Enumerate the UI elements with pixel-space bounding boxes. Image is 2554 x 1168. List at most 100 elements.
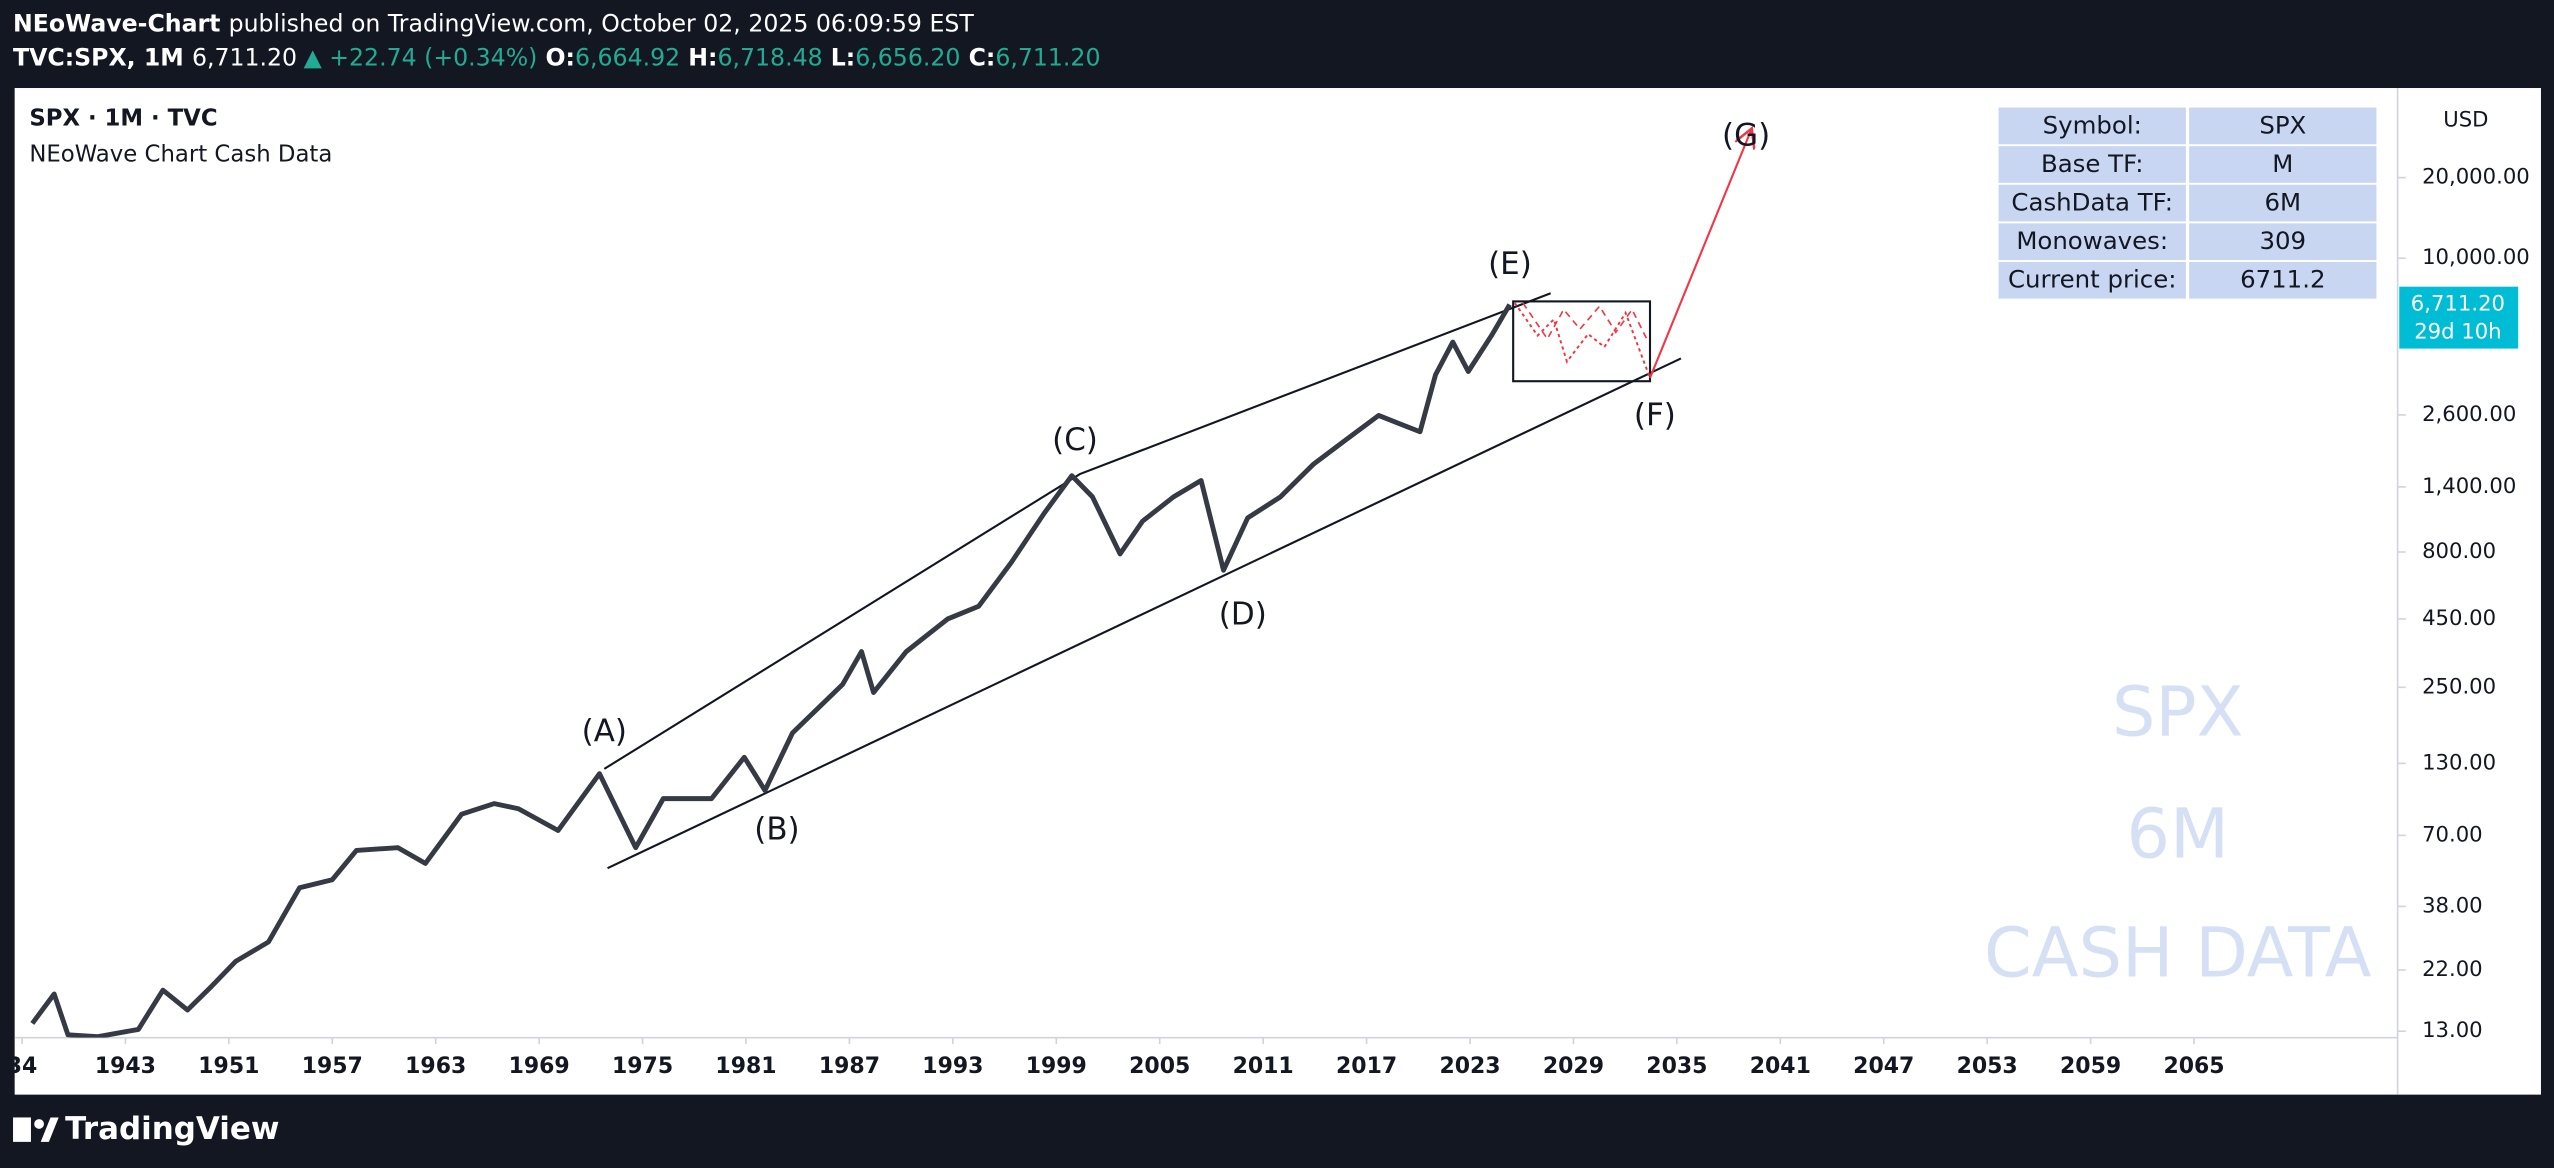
y-tick-label: 450.00	[2422, 605, 2496, 630]
x-tick-label: 1957	[302, 1054, 363, 1079]
x-tick-label: 1951	[198, 1054, 259, 1079]
wave-label: (B)	[754, 811, 799, 847]
projection-box	[1512, 300, 1652, 383]
x-tick-label: 1987	[819, 1054, 880, 1079]
table-cell	[1998, 107, 2186, 145]
x-tick-label: 2059	[2060, 1054, 2121, 1079]
ohlc-label: L:	[831, 43, 856, 71]
published: published on TradingView.com, October 02…	[229, 9, 975, 37]
change: ▲ +22.74 (+0.34%)	[304, 43, 538, 71]
countdown: 29d 10h	[2414, 318, 2501, 343]
x-tick-label: 2065	[2163, 1054, 2224, 1079]
plot	[30, 130, 1751, 1038]
wave-label: (A)	[582, 714, 627, 750]
y-tick-label: 1,400.00	[2422, 473, 2516, 498]
table-text: Symbol:	[2043, 110, 2142, 139]
currency: USD	[2443, 107, 2488, 132]
wave-label: (F)	[1634, 398, 1676, 434]
table-cell	[1998, 223, 2186, 261]
table-cell	[2189, 223, 2377, 261]
x-tick-label: 34	[7, 1054, 38, 1079]
projected-path-alt	[1522, 302, 1650, 343]
watermark-text: SPX	[2112, 673, 2244, 752]
header-line-1: NEoWave-Chart published on TradingView.co…	[13, 9, 974, 37]
x-tick-label: 2005	[1129, 1054, 1190, 1079]
table-text: Current price:	[2008, 265, 2177, 294]
brand: TradingView	[65, 1111, 279, 1147]
y-tick-label: 20,000.00	[2422, 164, 2530, 189]
x-tick-label: 1943	[95, 1054, 156, 1079]
y-tick-label: 10,000.00	[2422, 244, 2530, 269]
projected-path	[1514, 302, 1651, 379]
upper-channel	[603, 292, 1552, 770]
legend-indicator: NEoWave Chart Cash Data	[29, 141, 332, 167]
ohlc-label: O:	[545, 43, 575, 71]
price-line	[30, 303, 1512, 1038]
table-text: Base TF:	[2041, 149, 2144, 178]
price-box	[2399, 286, 2519, 349]
projection-arrow	[1649, 130, 1751, 379]
x-tick-label: 2023	[1439, 1054, 1500, 1079]
symbol: TVC:SPX, 1M	[13, 43, 184, 71]
table-cell	[1998, 261, 2186, 299]
last-price: 6,711.20	[192, 43, 297, 71]
table-text: 309	[2259, 226, 2306, 255]
x-tick-label: 1975	[612, 1054, 673, 1079]
table-text: 6M	[2264, 188, 2301, 217]
table-cell	[2189, 184, 2377, 222]
table-cell	[2189, 261, 2377, 299]
ohlc-label: C:	[969, 43, 996, 71]
y-tick-label: 38.00	[2422, 892, 2483, 917]
table-cell	[1998, 184, 2186, 222]
legend-title: SPX · 1M · TVC	[29, 105, 217, 131]
ohlc-label: H:	[688, 43, 717, 71]
wave-label: (G)	[1722, 117, 1770, 153]
table-text: M	[2272, 149, 2293, 178]
y-tick-label: 70.00	[2422, 821, 2483, 846]
y-tick-label: 13.00	[2422, 1017, 2483, 1042]
y-tick-label: 22.00	[2422, 956, 2483, 981]
x-tick-label: 1999	[1026, 1054, 1087, 1079]
y-tick-label: 800.00	[2422, 538, 2496, 563]
wave-label: (C)	[1052, 422, 1098, 458]
footer: TradingView	[13, 1111, 279, 1147]
header-line-2: TVC:SPX, 1M 6,711.20 ▲ +22.74 (+0.34%) O:6,…	[13, 43, 1100, 71]
x-tick-label: 1963	[405, 1054, 466, 1079]
x-tick-label: 2029	[1543, 1054, 1604, 1079]
watermark-text: CASH DATA	[1984, 914, 2372, 993]
ohlc-value: 6,711.20	[995, 43, 1100, 71]
table-text: 6711.2	[2240, 265, 2325, 294]
channel-lines	[603, 292, 1682, 870]
ohlc-value: 6,656.20	[855, 43, 960, 71]
x-tick-label: 2017	[1336, 1054, 1397, 1079]
table-cell	[1998, 146, 2186, 183]
wave-label: (E)	[1488, 246, 1532, 282]
ohlc-value: 6,718.48	[717, 43, 822, 71]
table-text: Monowaves:	[2016, 226, 2168, 255]
table-text: CashData TF:	[2011, 188, 2173, 217]
logo-mark	[40, 1117, 59, 1142]
ohlc-value: 6,664.92	[575, 43, 680, 71]
y-tick-label: 130.00	[2422, 749, 2496, 774]
watermark: SPX 6M CASH DATA	[1984, 673, 2372, 993]
x-tick-label: 2053	[1957, 1054, 2018, 1079]
y-tick-label: 250.00	[2422, 673, 2496, 698]
table-cell	[2189, 146, 2377, 183]
info-table: Symbol: SPX Base TF: M CashData TF: 6M Monowav…	[1998, 107, 2377, 299]
table-cell	[2189, 107, 2377, 145]
logo-mark	[34, 1119, 44, 1129]
x-tick-label: 2041	[1750, 1054, 1811, 1079]
x-tick-label: 2035	[1646, 1054, 1707, 1079]
x-tick-label: 1969	[509, 1054, 570, 1079]
wave-label: (D)	[1219, 596, 1267, 632]
table-text: SPX	[2259, 110, 2306, 139]
logo-mark	[13, 1117, 31, 1142]
x-tick-label: 2011	[1233, 1054, 1294, 1079]
y-tick-label: 2,600.00	[2422, 401, 2516, 426]
x-tick-label: 1981	[715, 1054, 776, 1079]
lower-channel	[607, 357, 1682, 870]
author: NEoWave-Chart	[13, 9, 220, 37]
